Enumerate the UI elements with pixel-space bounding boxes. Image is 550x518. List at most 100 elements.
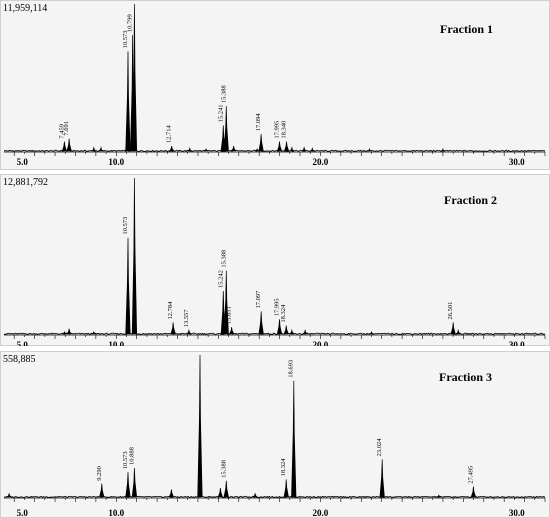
x-tick-label: 30.0	[509, 157, 525, 167]
peak-label: 23.024	[376, 438, 383, 457]
peak-17	[289, 146, 295, 152]
peak-label: 15.241	[217, 104, 224, 122]
x-tick-label: 5.0	[17, 508, 29, 518]
peak-label: 18.324	[280, 304, 287, 323]
chromatogram-panel-2: 10.573 10.888 12.784 13.557 15.242 15.388 15.6…	[0, 174, 550, 346]
peak-3	[98, 146, 104, 152]
peak-0	[6, 492, 12, 498]
peak-2	[91, 330, 97, 335]
peak-label: 15.242	[217, 270, 224, 288]
peak-label: 18.340	[281, 121, 288, 139]
peak-2	[125, 472, 131, 498]
peak-label: 18.693	[288, 360, 295, 378]
baseline-trace	[3, 495, 546, 498]
plot-area	[0, 174, 550, 346]
peak-21	[440, 148, 446, 152]
peak-11	[223, 106, 229, 152]
peak-label: 10.888	[128, 174, 135, 175]
peak-5	[170, 322, 176, 335]
peak-14	[302, 328, 308, 335]
peak-label: 10.799	[127, 14, 134, 32]
x-tick-label: 5.0	[17, 157, 29, 167]
x-tick-label: 20.0	[313, 157, 329, 167]
peak-6	[131, 3, 138, 152]
peak-label: 15.388	[220, 460, 227, 478]
max-intensity-label: 12,881,792	[3, 177, 48, 188]
peak-6	[186, 329, 192, 335]
peak-4	[168, 489, 174, 498]
peak-label: 10.573	[122, 217, 129, 235]
max-intensity-label: 558,885	[3, 354, 36, 365]
peak-9	[203, 148, 209, 152]
peak-7	[169, 146, 175, 152]
peak-label: 7.459	[58, 124, 65, 139]
x-tick-label: 20.0	[313, 508, 329, 518]
peak-label: 10.573	[122, 451, 129, 469]
peak-10	[258, 311, 264, 335]
fraction-title: Fraction 1	[440, 22, 493, 36]
peak-8	[223, 270, 229, 335]
peak-15	[369, 330, 374, 335]
chromatogram-plot: 10.573 10.888 12.784 13.557 15.242 15.388 15.6…	[0, 174, 550, 346]
peak-1	[99, 483, 105, 498]
peak-7	[223, 480, 229, 498]
peak-16	[450, 322, 456, 335]
x-tick-label: 30.0	[509, 508, 525, 518]
peak-label: 13.557	[183, 309, 190, 328]
peak-19	[309, 147, 315, 152]
peak-5	[197, 354, 203, 498]
x-tick-label: 10.0	[108, 508, 124, 518]
peak-label: 10.888	[128, 0, 135, 1]
peak-label: 17.995	[274, 298, 281, 316]
plot-area	[0, 0, 550, 170]
peak-20	[367, 148, 372, 152]
max-intensity-label: 11,959,114	[3, 3, 47, 14]
peak-9	[283, 479, 289, 498]
plot-area	[0, 351, 550, 518]
peak-4	[125, 51, 131, 152]
peak-13	[289, 328, 295, 335]
x-tick-label: 5.0	[17, 340, 29, 346]
fraction-title: Fraction 2	[444, 193, 497, 207]
peak-16	[283, 141, 290, 152]
peak-2	[91, 146, 97, 152]
peak-11	[276, 319, 283, 335]
x-tick-label: 20.0	[313, 340, 329, 346]
peak-12	[231, 146, 237, 152]
peak-18	[301, 146, 307, 152]
peak-11	[379, 459, 385, 498]
peak-label: 10.888	[128, 447, 135, 465]
fraction-title: Fraction 3	[439, 370, 492, 384]
peak-label: 10.573	[122, 30, 129, 48]
peak-label: 13.910	[194, 351, 201, 352]
peak-6	[217, 487, 223, 498]
peak-12	[436, 494, 442, 498]
peak-17	[455, 328, 461, 335]
x-tick-label: 30.0	[509, 340, 525, 346]
peak-label: 15.388	[220, 250, 227, 268]
peak-4	[131, 177, 138, 335]
peak-13	[470, 486, 477, 498]
peak-label: 15.388	[220, 85, 227, 103]
peak-label: 15.651	[226, 306, 233, 324]
peak-14	[258, 134, 264, 152]
peak-label: 17.995	[274, 121, 281, 139]
peak-label: 26.501	[447, 302, 454, 320]
peak-12	[283, 325, 289, 335]
x-tick-label: 10.0	[108, 340, 124, 346]
peak-3	[131, 467, 138, 498]
peak-label: 17.097	[255, 290, 262, 309]
peak-8	[187, 147, 193, 152]
peak-1	[66, 328, 72, 335]
peak-10	[291, 380, 297, 498]
peak-0	[62, 330, 67, 335]
peak-label: 12.714	[166, 124, 173, 143]
peak-label: 9.290	[96, 466, 103, 481]
peak-9	[229, 327, 235, 335]
peak-13	[254, 148, 260, 152]
peak-label: 17.094	[255, 113, 262, 132]
peak-label: 12.784	[167, 301, 174, 320]
